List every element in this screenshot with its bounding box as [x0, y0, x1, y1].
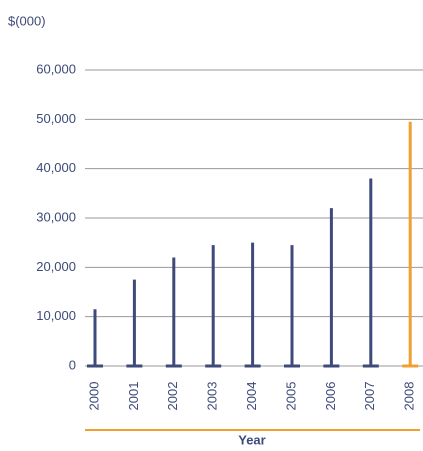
x-tick-label: 2002: [165, 382, 180, 411]
y-tick-label: 0: [69, 357, 76, 372]
y-tick-label: 40,000: [36, 160, 76, 175]
x-tick-label: 2005: [283, 382, 298, 411]
x-tick-label: 2006: [323, 382, 338, 411]
y-tick-label: 10,000: [36, 308, 76, 323]
x-axis-label: Year: [238, 432, 265, 447]
x-tick-label: 2000: [86, 382, 101, 411]
y-tick-label: 60,000: [36, 61, 76, 76]
y-tick-label: 20,000: [36, 259, 76, 274]
x-tick-label: 2008: [402, 382, 417, 411]
x-tick-label: 2004: [244, 382, 259, 411]
x-tick-label: 2001: [126, 382, 141, 411]
y-axis-label: $(000): [8, 13, 46, 28]
y-tick-label: 30,000: [36, 209, 76, 224]
x-tick-label: 2003: [205, 382, 220, 411]
x-tick-label: 2007: [362, 382, 377, 411]
y-tick-label: 50,000: [36, 111, 76, 126]
